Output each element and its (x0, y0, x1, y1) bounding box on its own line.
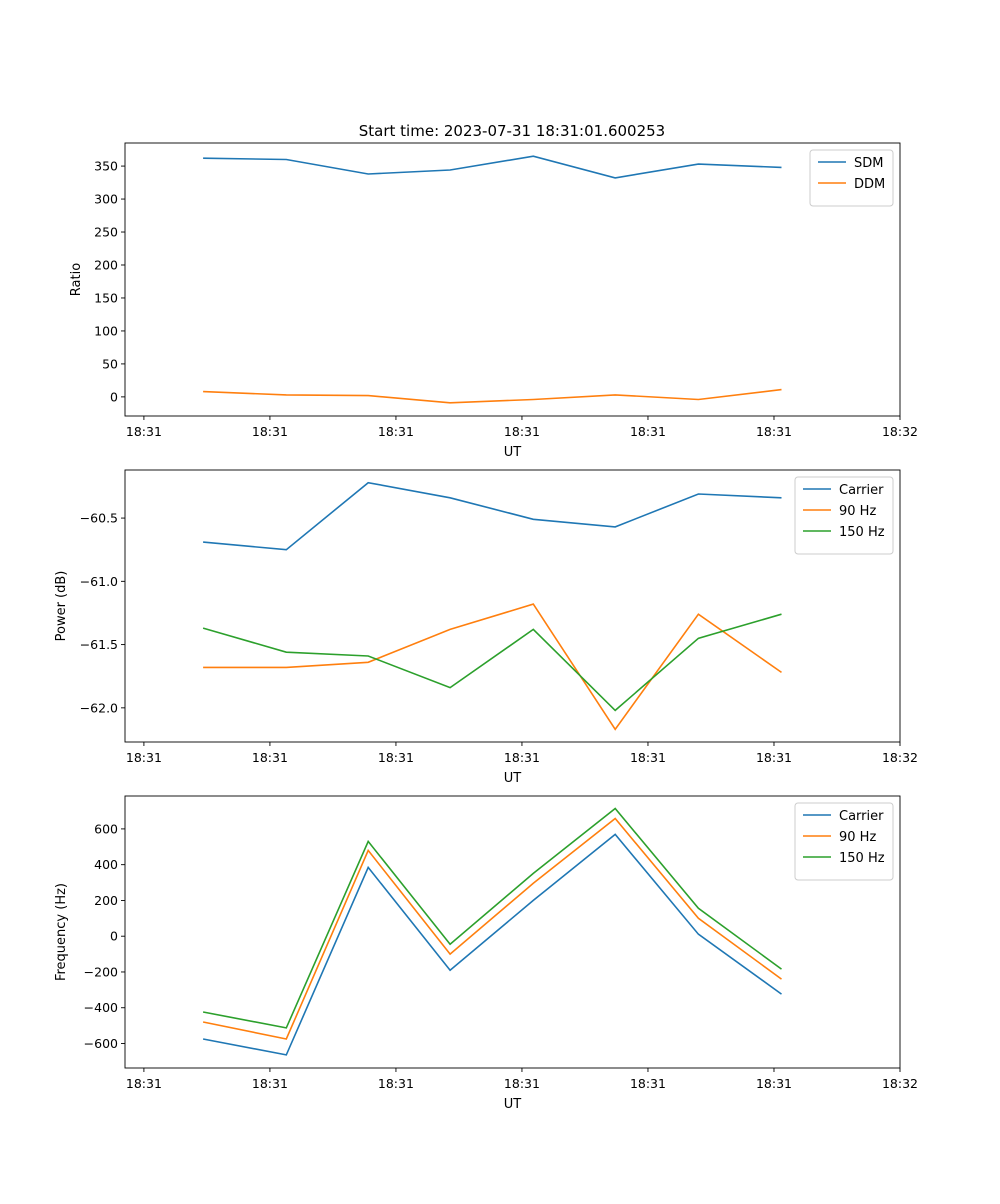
x-tick-label: 18:31 (126, 424, 162, 439)
y-axis-label: Ratio (69, 263, 84, 296)
legend-label: Carrier (839, 483, 884, 498)
y-tick-label: 50 (102, 356, 118, 371)
y-tick-label: −61.0 (80, 574, 118, 589)
x-tick-label: 18:31 (378, 424, 414, 439)
x-tick-label: 18:31 (756, 424, 792, 439)
legend-box (794, 802, 894, 881)
y-tick-label: −600 (84, 1036, 118, 1051)
x-tick-label: 18:31 (630, 1076, 666, 1091)
legend: Carrier 90 Hz 150 Hz (794, 476, 894, 555)
y-tick-label: −400 (84, 1000, 118, 1015)
x-tick-label: 18:32 (882, 750, 918, 765)
x-tick-label: 18:31 (756, 750, 792, 765)
series-line-90-hz (202, 817, 782, 1040)
series-line-150-hz (202, 807, 782, 1029)
x-tick-label: 18:31 (630, 424, 666, 439)
series-line-150-hz (202, 613, 782, 712)
x-axis-label: UT (504, 1097, 522, 1112)
subplot-2: 18:31 18:31 18:31 18:31 18:31 18:31 18:32 −62.0… (54, 469, 918, 786)
y-tick-label: −62.0 (80, 700, 118, 715)
legend-label: 90 Hz (839, 830, 876, 845)
x-tick-label: 18:31 (504, 424, 540, 439)
x-tick-label: 18:32 (882, 424, 918, 439)
legend-label: SDM (854, 156, 883, 171)
x-tick-label: 18:31 (756, 1076, 792, 1091)
y-axis-label: Power (dB) (54, 571, 69, 642)
y-tick-label: 400 (94, 857, 118, 872)
axes-frame (124, 469, 901, 743)
legend-label: 150 Hz (839, 525, 885, 540)
legend-box (794, 476, 894, 555)
y-tick-label: 200 (94, 257, 118, 272)
y-tick-label: −61.5 (80, 637, 118, 652)
x-tick-label: 18:31 (126, 750, 162, 765)
legend-label: 150 Hz (839, 851, 885, 866)
y-tick-label: 150 (94, 290, 118, 305)
subplot-1: 18:31 18:31 18:31 18:31 18:31 18:31 18:32 0 50 10… (69, 142, 918, 460)
x-tick-label: 18:32 (882, 1076, 918, 1091)
subplot-3: 18:31 18:31 18:31 18:31 18:31 18:31 18:32 −600 −… (54, 795, 918, 1112)
y-axis-label: Frequency (Hz) (54, 883, 69, 981)
y-tick-label: −200 (84, 964, 118, 979)
x-tick-label: 18:31 (378, 1076, 414, 1091)
series-line-sdm (203, 155, 782, 179)
y-tick-label: 200 (94, 893, 118, 908)
x-tick-label: 18:31 (252, 424, 288, 439)
x-axis-label: UT (504, 771, 522, 786)
y-tick-label: 600 (94, 821, 118, 836)
legend-label: Carrier (839, 809, 884, 824)
x-tick-label: 18:31 (252, 750, 288, 765)
y-tick-label: 350 (94, 159, 118, 174)
x-tick-label: 18:31 (630, 750, 666, 765)
x-tick-label: 18:31 (504, 1076, 540, 1091)
legend: SDM DDM (809, 149, 894, 207)
y-tick-label: 250 (94, 225, 118, 240)
axes-frame (124, 795, 901, 1069)
x-tick-label: 18:31 (504, 750, 540, 765)
axes-frame (124, 142, 901, 417)
x-axis-label: UT (504, 445, 522, 460)
series-line-ddm (203, 388, 782, 404)
legend-label: 90 Hz (839, 504, 876, 519)
x-tick-label: 18:31 (252, 1076, 288, 1091)
y-tick-label: 100 (94, 323, 118, 338)
x-tick-label: 18:31 (378, 750, 414, 765)
series-line-carrier (203, 481, 782, 551)
legend-label: DDM (854, 177, 885, 192)
y-tick-label: 0 (110, 929, 118, 944)
y-tick-label: −60.5 (80, 511, 118, 526)
y-tick-label: 300 (94, 192, 118, 207)
x-tick-label: 18:31 (126, 1076, 162, 1091)
series-line-carrier (202, 833, 782, 1056)
y-tick-label: 0 (110, 389, 118, 404)
series-line-90-hz (203, 603, 782, 731)
figure-title: Start time: 2023-07-31 18:31:01.600253 (359, 122, 665, 140)
legend: Carrier 90 Hz 150 Hz (794, 802, 894, 881)
legend-box (809, 149, 894, 207)
